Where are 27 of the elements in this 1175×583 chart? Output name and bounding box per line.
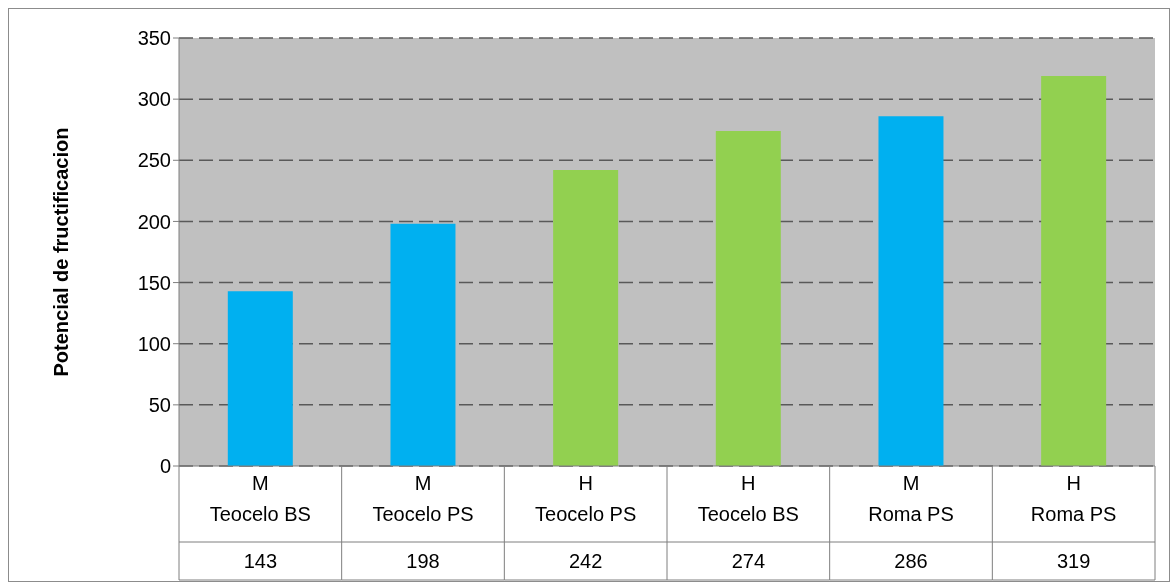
x-tick-label: H Teocelo BS — [697, 472, 799, 525]
y-axis-title: Potencial de fructificacion — [50, 127, 73, 377]
y-tick-label: 300 — [137, 88, 171, 111]
data-label: 198 — [406, 550, 440, 572]
y-tick-label: 150 — [137, 271, 171, 294]
x-tick-label: M Teocelo PS — [372, 472, 474, 525]
x-tick-label: M Roma PS — [868, 472, 954, 525]
bar — [1041, 75, 1107, 466]
data-label: 274 — [731, 550, 766, 572]
bar — [878, 116, 944, 466]
y-tick-label: 100 — [137, 332, 171, 355]
y-tick-label: 350 — [137, 27, 171, 50]
data-label: 286 — [894, 550, 928, 572]
bar — [390, 223, 456, 466]
bar — [715, 130, 781, 466]
data-label: 319 — [1056, 550, 1091, 572]
y-tick-label: 200 — [137, 210, 171, 233]
data-label: 242 — [568, 550, 603, 572]
data-label: 143 — [243, 550, 278, 572]
y-tick-label: 0 — [159, 455, 171, 478]
y-tick-label: 250 — [137, 149, 171, 172]
bar — [227, 291, 293, 466]
x-tick-label: H Roma PS — [1030, 472, 1117, 525]
x-tick-label: H Teocelo PS — [535, 472, 637, 525]
x-tick-label: M Teocelo BS — [209, 472, 311, 525]
bar — [553, 170, 619, 466]
y-tick-label: 50 — [148, 393, 171, 416]
